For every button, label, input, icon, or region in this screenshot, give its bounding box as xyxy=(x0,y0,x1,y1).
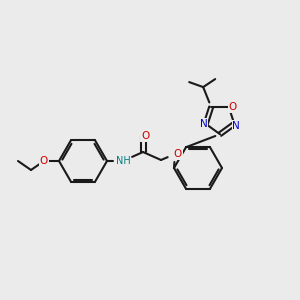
Text: N: N xyxy=(200,119,208,129)
Text: O: O xyxy=(229,102,237,112)
Text: N: N xyxy=(232,121,240,131)
Text: NH: NH xyxy=(116,156,130,166)
Text: O: O xyxy=(174,149,182,159)
Text: O: O xyxy=(141,131,149,141)
Text: O: O xyxy=(40,156,48,166)
